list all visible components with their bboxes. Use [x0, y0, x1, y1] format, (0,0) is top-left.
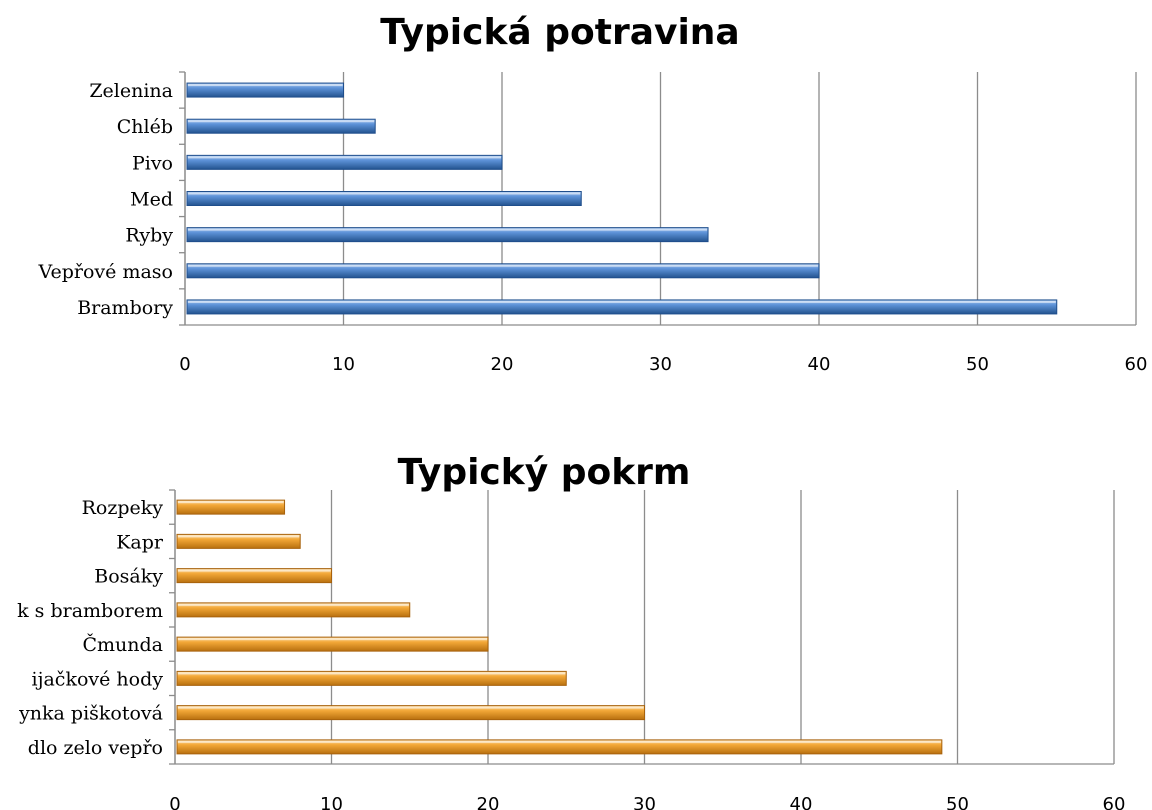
bar — [186, 154, 503, 170]
x-tick-label: 10 — [332, 354, 355, 375]
bar-highlight — [178, 569, 331, 572]
category-label: Vepřové maso — [38, 261, 173, 283]
category-labels-pokrm: dlo zelo vepřo ynka piškotová ijačkové hod… — [17, 497, 164, 759]
bar-highlight — [188, 192, 581, 195]
category-label: ijačkové hody — [32, 668, 164, 690]
bar-highlight — [178, 672, 566, 675]
bar-highlight — [188, 264, 818, 267]
x-tick-label: 10 — [320, 794, 343, 810]
category-label: k s bramborem — [17, 600, 163, 622]
chart-potravina: Typická potravina Brambory Vepřové maso Ry… — [38, 12, 1148, 375]
x-tick-label: 0 — [169, 794, 180, 810]
bar — [186, 118, 376, 134]
category-label: Ryby — [125, 225, 173, 247]
category-label: Kapr — [116, 531, 164, 553]
x-tick-label: 20 — [491, 354, 514, 375]
bar-highlight — [178, 603, 409, 606]
bar-highlight — [178, 535, 300, 538]
bar-highlight — [178, 706, 644, 709]
category-label: Čmunda — [82, 633, 163, 656]
bar — [186, 191, 582, 206]
x-tick-label: 0 — [179, 354, 190, 375]
bar — [176, 568, 332, 584]
category-label: Pivo — [132, 152, 173, 174]
bar — [186, 227, 709, 243]
category-label: Bosáky — [94, 566, 163, 588]
bar — [176, 533, 301, 549]
grid-pokrm — [169, 489, 1115, 765]
chart-title-potravina: Typická potravina — [380, 12, 739, 53]
bar-highlight — [188, 300, 1056, 303]
category-label: Chléb — [117, 116, 173, 138]
bar-highlight — [178, 638, 487, 641]
bar-highlight — [188, 120, 375, 123]
category-label: Brambory — [77, 297, 173, 319]
tick-labels-pokrm: 0 10 20 30 40 50 60 — [169, 794, 1125, 810]
bar-highlight — [188, 228, 708, 231]
x-tick-label: 30 — [649, 354, 672, 375]
bar — [176, 739, 943, 755]
chart-pokrm: Typický pokrm dlo zelo vepřo ynka piškoto… — [17, 452, 1125, 810]
x-tick-label: 60 — [1125, 354, 1148, 375]
bars-potravina — [186, 82, 1058, 315]
x-tick-label: 50 — [946, 794, 969, 810]
bar — [186, 263, 820, 279]
x-tick-label: 40 — [808, 354, 831, 375]
bar — [186, 82, 344, 98]
category-label: dlo zelo vepřo — [28, 737, 163, 759]
chart-title-pokrm: Typický pokrm — [398, 452, 691, 493]
x-tick-label: 60 — [1103, 794, 1126, 810]
category-labels-potravina: Brambory Vepřové maso Ryby Med Pivo Chléb Zele… — [38, 80, 174, 319]
category-label: Zelenina — [89, 80, 173, 102]
category-label: Med — [130, 189, 173, 211]
bar — [186, 299, 1058, 315]
x-tick-label: 30 — [633, 794, 656, 810]
bar — [176, 705, 645, 721]
bar — [176, 499, 286, 515]
bar-highlight — [188, 156, 501, 159]
bar — [176, 670, 567, 686]
bars-pokrm — [176, 499, 943, 755]
category-label: Rozpeky — [82, 497, 164, 519]
x-tick-label: 40 — [790, 794, 813, 810]
bar-highlight — [188, 84, 343, 87]
bar — [176, 636, 489, 652]
bar-highlight — [178, 740, 941, 743]
grid-potravina — [179, 71, 1137, 326]
category-label: ynka piškotová — [18, 703, 163, 725]
bar-highlight — [178, 501, 284, 504]
x-tick-label: 50 — [966, 354, 989, 375]
x-tick-label: 20 — [477, 794, 500, 810]
tick-labels-potravina: 0 10 20 30 40 50 60 — [179, 354, 1147, 375]
bar — [176, 602, 411, 618]
